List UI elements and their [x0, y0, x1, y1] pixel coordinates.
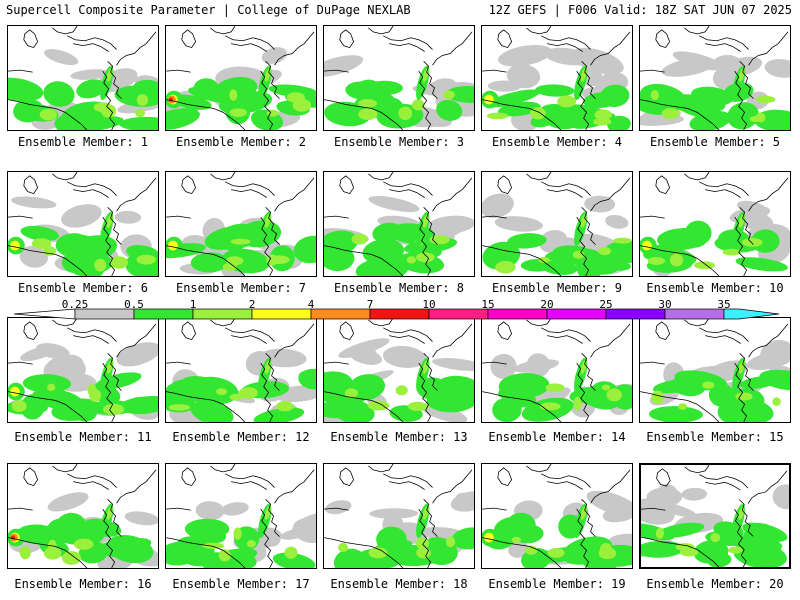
ensemble-member-label: Ensemble Member: 7 — [175, 281, 307, 295]
ensemble-member-label: Ensemble Member: 17 — [172, 577, 310, 591]
ensemble-member-label: Ensemble Member: 18 — [330, 577, 468, 591]
colorbar-tick-label: 35 — [717, 298, 731, 311]
colorbar — [13, 308, 780, 320]
scp-map-field — [482, 26, 631, 130]
scp-map-field — [640, 26, 790, 130]
colorbar-tick-label: 2 — [248, 298, 256, 311]
colorbar-segment — [428, 308, 489, 320]
ensemble-member-map-6[interactable] — [7, 171, 159, 277]
ensemble-member-label: Ensemble Member: 1 — [17, 135, 149, 149]
scp-map-field — [166, 318, 316, 422]
ensemble-member-label: Ensemble Member: 3 — [333, 135, 465, 149]
colorbar-tick-label: 25 — [599, 298, 613, 311]
colorbar-tick-label: 30 — [658, 298, 672, 311]
ensemble-member-map-11[interactable] — [7, 317, 159, 423]
ensemble-member-map-2[interactable] — [165, 25, 317, 131]
colorbar-segment — [251, 308, 312, 320]
scp-map-field — [8, 464, 158, 568]
ensemble-member-map-7[interactable] — [165, 171, 317, 277]
scp-map-field — [324, 464, 474, 568]
ensemble-member-map-17[interactable] — [165, 463, 317, 569]
ensemble-member-label: Ensemble Member: 5 — [649, 135, 781, 149]
colorbar-segment — [723, 308, 780, 320]
ensemble-member-label: Ensemble Member: 13 — [330, 430, 468, 444]
colorbar-tick-label: 4 — [307, 298, 315, 311]
colorbar-tick-label: 0.5 — [124, 298, 144, 311]
colorbar-segment — [546, 308, 607, 320]
scp-map-field — [324, 26, 474, 130]
colorbar-segment — [487, 308, 548, 320]
ensemble-member-label: Ensemble Member: 2 — [175, 135, 307, 149]
colorbar-tick-label: 20 — [540, 298, 554, 311]
ensemble-member-map-5[interactable] — [639, 25, 791, 131]
scp-map-field — [324, 318, 474, 422]
ensemble-member-map-14[interactable] — [481, 317, 633, 423]
ensemble-member-label: Ensemble Member: 20 — [646, 577, 784, 591]
colorbar-segment — [664, 308, 725, 320]
ensemble-member-label: Ensemble Member: 4 — [491, 135, 623, 149]
ensemble-member-map-13[interactable] — [323, 317, 475, 423]
ensemble-member-map-20[interactable] — [639, 463, 791, 569]
ensemble-member-map-12[interactable] — [165, 317, 317, 423]
scp-map-field — [640, 172, 790, 276]
ensemble-member-map-19[interactable] — [481, 463, 633, 569]
scp-map-field — [482, 464, 632, 568]
product-title: Supercell Composite Parameter | College … — [6, 3, 411, 17]
scp-map-field — [8, 26, 158, 130]
colorbar-segment — [369, 308, 430, 320]
colorbar-tick-label: 15 — [481, 298, 495, 311]
scp-map-field — [166, 172, 316, 276]
ensemble-member-map-16[interactable] — [7, 463, 159, 569]
ensemble-member-map-3[interactable] — [323, 25, 475, 131]
ensemble-member-map-10[interactable] — [639, 171, 791, 277]
scp-map-field — [166, 26, 316, 130]
scp-map-field — [482, 172, 632, 276]
colorbar-segment — [605, 308, 666, 320]
scp-map-field — [166, 464, 316, 568]
colorbar-tick-label: 10 — [422, 298, 436, 311]
colorbar-tick-label: 1 — [189, 298, 197, 311]
ensemble-member-label: Ensemble Member: 19 — [488, 577, 626, 591]
ensemble-member-label: Ensemble Member: 8 — [333, 281, 465, 295]
scp-map-field — [641, 465, 789, 567]
scp-map-field — [640, 318, 790, 422]
scp-map-field — [324, 172, 474, 276]
colorbar-segment — [310, 308, 371, 320]
ensemble-member-label: Ensemble Member: 9 — [491, 281, 623, 295]
colorbar-tick-label: 0.25 — [61, 298, 89, 311]
ensemble-member-map-18[interactable] — [323, 463, 475, 569]
ensemble-member-map-4[interactable] — [481, 25, 633, 131]
run-valid-time: 12Z GEFS | F006 Valid: 18Z SAT JUN 07 20… — [488, 3, 792, 17]
ensemble-member-map-8[interactable] — [323, 171, 475, 277]
ensemble-member-label: Ensemble Member: 14 — [488, 430, 626, 444]
colorbar-tick-label: 7 — [366, 298, 374, 311]
scp-map-field — [8, 318, 158, 422]
ensemble-member-map-1[interactable] — [7, 25, 159, 131]
scp-map-field — [8, 172, 158, 276]
ensemble-member-label: Ensemble Member: 10 — [646, 281, 784, 295]
ensemble-member-label: Ensemble Member: 15 — [646, 430, 784, 444]
colorbar-segment — [192, 308, 253, 320]
ensemble-member-label: Ensemble Member: 11 — [14, 430, 152, 444]
ensemble-member-label: Ensemble Member: 16 — [14, 577, 152, 591]
ensemble-member-label: Ensemble Member: 6 — [17, 281, 149, 295]
scp-map-field — [482, 318, 632, 422]
ensemble-member-label: Ensemble Member: 12 — [172, 430, 310, 444]
ensemble-member-map-15[interactable] — [639, 317, 791, 423]
ensemble-member-map-9[interactable] — [481, 171, 633, 277]
